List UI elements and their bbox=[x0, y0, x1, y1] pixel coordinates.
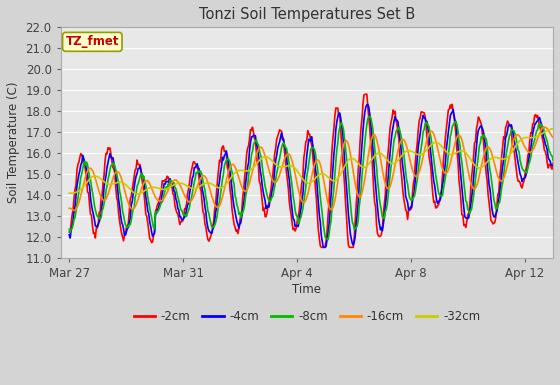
-8cm bbox=[298, 211, 305, 215]
Line: -32cm: -32cm bbox=[69, 129, 553, 194]
-8cm bbox=[329, 207, 335, 212]
-2cm bbox=[550, 161, 557, 166]
Line: -2cm: -2cm bbox=[69, 94, 553, 248]
Line: -4cm: -4cm bbox=[69, 104, 553, 248]
-32cm bbox=[355, 161, 362, 166]
-8cm bbox=[550, 158, 557, 162]
-16cm bbox=[355, 193, 362, 198]
Text: TZ_fmet: TZ_fmet bbox=[66, 35, 119, 49]
Line: -8cm: -8cm bbox=[69, 117, 553, 240]
-8cm bbox=[540, 125, 547, 129]
-4cm bbox=[321, 245, 328, 250]
-32cm bbox=[329, 178, 335, 182]
-2cm bbox=[329, 147, 335, 152]
Y-axis label: Soil Temperature (C): Soil Temperature (C) bbox=[7, 82, 20, 203]
-2cm bbox=[355, 169, 362, 174]
-2cm bbox=[318, 245, 325, 250]
-16cm bbox=[329, 207, 335, 211]
-4cm bbox=[464, 216, 471, 221]
-4cm bbox=[365, 102, 371, 107]
-16cm bbox=[463, 161, 470, 166]
-16cm bbox=[66, 206, 73, 211]
-8cm bbox=[464, 207, 471, 212]
-16cm bbox=[541, 125, 548, 130]
-32cm bbox=[297, 173, 304, 177]
-2cm bbox=[464, 213, 471, 218]
-16cm bbox=[71, 208, 77, 213]
-4cm bbox=[296, 220, 302, 225]
-2cm bbox=[296, 210, 302, 215]
-4cm bbox=[329, 181, 335, 185]
-2cm bbox=[540, 141, 547, 145]
-16cm bbox=[539, 126, 546, 131]
-32cm bbox=[66, 191, 73, 196]
-4cm bbox=[550, 163, 557, 168]
Line: -16cm: -16cm bbox=[69, 127, 553, 210]
-32cm bbox=[134, 192, 141, 196]
-32cm bbox=[550, 126, 557, 131]
-2cm bbox=[363, 92, 370, 97]
-8cm bbox=[296, 221, 302, 226]
-16cm bbox=[297, 194, 304, 198]
-8cm bbox=[325, 238, 332, 242]
-16cm bbox=[300, 200, 306, 204]
-4cm bbox=[66, 233, 73, 237]
-2cm bbox=[298, 179, 305, 184]
Title: Tonzi Soil Temperatures Set B: Tonzi Soil Temperatures Set B bbox=[199, 7, 415, 22]
Legend: -2cm, -4cm, -8cm, -16cm, -32cm: -2cm, -4cm, -8cm, -16cm, -32cm bbox=[129, 305, 485, 328]
-8cm bbox=[366, 114, 373, 119]
-8cm bbox=[355, 218, 362, 223]
-4cm bbox=[298, 198, 305, 203]
-4cm bbox=[540, 135, 547, 139]
-4cm bbox=[355, 201, 362, 205]
X-axis label: Time: Time bbox=[292, 283, 321, 296]
-32cm bbox=[539, 131, 546, 136]
-32cm bbox=[300, 177, 306, 182]
-16cm bbox=[550, 135, 557, 140]
-32cm bbox=[463, 152, 470, 156]
-8cm bbox=[66, 227, 73, 232]
-2cm bbox=[66, 230, 73, 234]
